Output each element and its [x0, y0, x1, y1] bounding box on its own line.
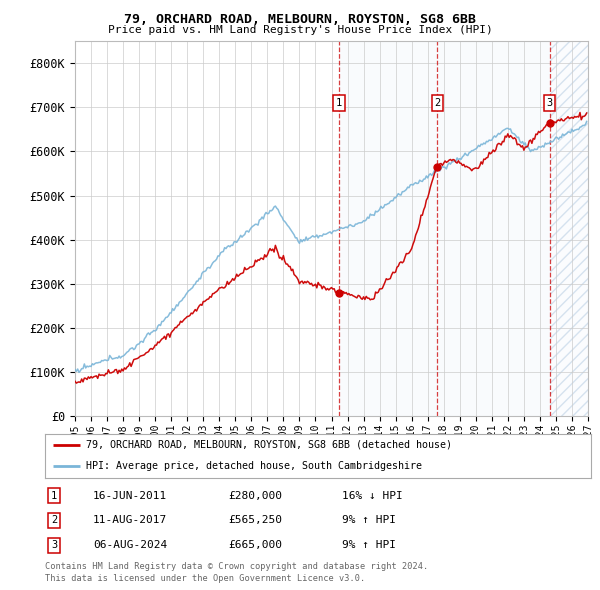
Text: 79, ORCHARD ROAD, MELBOURN, ROYSTON, SG8 6BB (detached house): 79, ORCHARD ROAD, MELBOURN, ROYSTON, SG8…: [86, 440, 452, 450]
Text: 16% ↓ HPI: 16% ↓ HPI: [342, 491, 403, 500]
Text: This data is licensed under the Open Government Licence v3.0.: This data is licensed under the Open Gov…: [45, 574, 365, 583]
Text: 2: 2: [434, 98, 440, 108]
Bar: [550, 41, 588, 416]
Bar: [550, 41, 588, 416]
Text: 11-AUG-2017: 11-AUG-2017: [93, 516, 167, 525]
Text: Price paid vs. HM Land Registry's House Price Index (HPI): Price paid vs. HM Land Registry's House …: [107, 25, 493, 35]
Text: 9% ↑ HPI: 9% ↑ HPI: [342, 516, 396, 525]
Text: £280,000: £280,000: [228, 491, 282, 500]
Text: 16-JUN-2011: 16-JUN-2011: [93, 491, 167, 500]
Text: £565,250: £565,250: [228, 516, 282, 525]
Text: £665,000: £665,000: [228, 540, 282, 550]
Text: 1: 1: [336, 98, 342, 108]
Text: HPI: Average price, detached house, South Cambridgeshire: HPI: Average price, detached house, Sout…: [86, 461, 422, 470]
Text: 3: 3: [547, 98, 553, 108]
Bar: [437, 41, 550, 416]
Text: Contains HM Land Registry data © Crown copyright and database right 2024.: Contains HM Land Registry data © Crown c…: [45, 562, 428, 571]
Text: 2: 2: [51, 516, 57, 525]
Text: 1: 1: [51, 491, 57, 500]
Text: 3: 3: [51, 540, 57, 550]
Text: 79, ORCHARD ROAD, MELBOURN, ROYSTON, SG8 6BB: 79, ORCHARD ROAD, MELBOURN, ROYSTON, SG8…: [124, 13, 476, 26]
Text: 9% ↑ HPI: 9% ↑ HPI: [342, 540, 396, 550]
Text: 06-AUG-2024: 06-AUG-2024: [93, 540, 167, 550]
Bar: [339, 41, 437, 416]
